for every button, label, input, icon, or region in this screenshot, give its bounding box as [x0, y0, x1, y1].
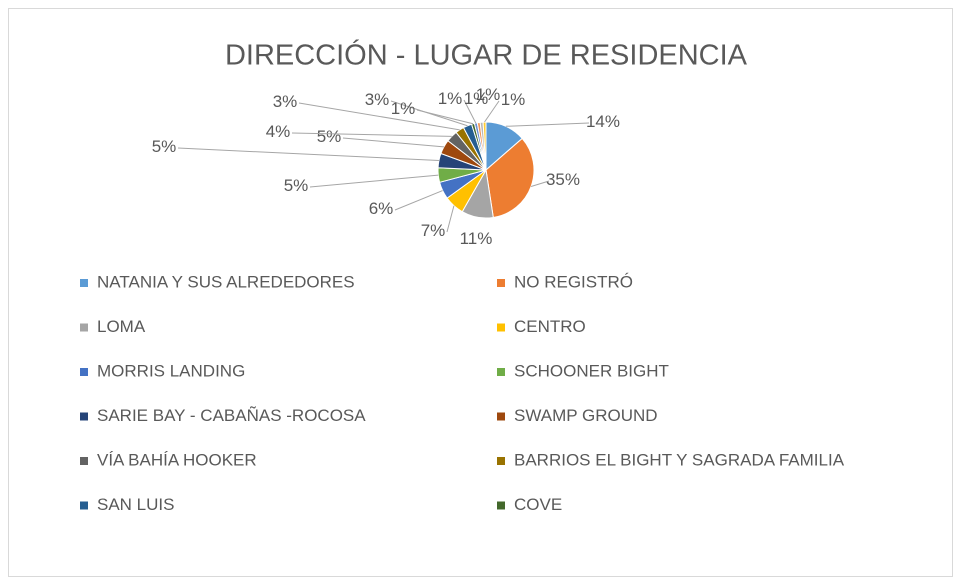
legend-swatch [80, 457, 88, 465]
legend-label: NO REGISTRÓ [514, 272, 633, 291]
percent-sign: % [473, 89, 488, 108]
chart-frame [8, 8, 953, 577]
percent-sign: % [161, 137, 176, 156]
data-label: 1% [476, 85, 501, 104]
data-label-value: 14 [586, 112, 605, 131]
data-label-value: 6 [369, 199, 378, 218]
leader-line [446, 205, 455, 233]
data-label: 1% [391, 99, 416, 118]
data-label: 3% [365, 90, 390, 109]
data-label-value: 3 [273, 92, 282, 111]
data-label: 1% [501, 90, 526, 109]
data-label: 7% [421, 221, 446, 240]
legend-label: VÍA BAHÍA HOOKER [97, 450, 257, 469]
percent-sign: % [430, 221, 445, 240]
data-label: 6% [369, 199, 394, 218]
legend-swatch [497, 501, 505, 510]
data-label-value: 4 [266, 122, 275, 141]
data-label-value: 11 [460, 229, 478, 248]
data-label: 35% [546, 170, 580, 189]
percent-sign: % [374, 90, 389, 109]
legend-label: SAN LUIS [97, 495, 174, 514]
leader-line [309, 174, 439, 188]
data-label-value: 1 [391, 99, 400, 118]
data-label-value: 1 [501, 90, 510, 109]
data-label: 5% [152, 137, 177, 156]
data-label-value: 35 [546, 170, 565, 189]
legend-swatch [497, 279, 505, 287]
leader-line [505, 122, 590, 127]
leader-line [342, 137, 444, 148]
legend-label: NATANIA Y SUS ALREDEDORES [97, 272, 355, 291]
legend-swatch [497, 457, 505, 465]
leader-line [177, 147, 439, 162]
legend-swatch [497, 323, 505, 332]
leader-line [291, 132, 452, 137]
data-label: 1% [438, 89, 463, 108]
data-label: 14% [586, 112, 620, 131]
legend-swatch [497, 412, 505, 421]
leader-line [416, 109, 474, 125]
legend-label: SARIE BAY - CABAÑAS -ROCOSA [97, 406, 366, 425]
data-label-value: 1 [464, 89, 473, 108]
data-label: 5% [317, 127, 342, 146]
legend-swatch [80, 501, 88, 510]
legend-label: LOMA [97, 317, 146, 336]
data-label-value: 5 [152, 137, 161, 156]
leader-line [394, 190, 443, 211]
legend-swatch [80, 368, 88, 376]
data-label: 11% [460, 229, 493, 248]
data-label-value: 5 [317, 127, 326, 146]
data-label-value: 5 [284, 176, 293, 195]
percent-sign: % [605, 112, 620, 131]
data-label: 3% [273, 92, 298, 111]
percent-sign: % [485, 85, 500, 104]
leader-line [463, 99, 477, 124]
percent-sign: % [510, 90, 525, 109]
legend-label: BARRIOS EL BIGHT Y SAGRADA FAMILIA [514, 450, 845, 469]
percent-sign: % [326, 127, 341, 146]
percent-sign: % [293, 176, 308, 195]
chart-title: DIRECCIÓN - LUGAR DE RESIDENCIA [225, 39, 748, 72]
leader-line [530, 180, 550, 187]
legend-label: CENTRO [514, 317, 586, 336]
percent-sign: % [477, 229, 492, 248]
data-label: 5% [284, 176, 309, 195]
legend-label: SWAMP GROUND [514, 406, 658, 425]
data-label-value: 1 [476, 85, 485, 104]
percent-sign: % [282, 92, 297, 111]
data-label-value: 1 [438, 89, 447, 108]
percent-sign: % [275, 122, 290, 141]
legend-swatch [80, 279, 88, 287]
data-label-value: 3 [365, 90, 374, 109]
legend-label: MORRIS LANDING [97, 361, 245, 380]
legend-swatch [80, 412, 88, 421]
percent-sign: % [447, 89, 462, 108]
data-label-value: 7 [421, 221, 430, 240]
percent-sign: % [378, 199, 393, 218]
leader-line [298, 102, 460, 131]
leader-line [484, 100, 500, 123]
legend-label: SCHOONER BIGHT [514, 361, 669, 380]
data-label: 4% [266, 122, 291, 141]
percent-sign: % [400, 99, 415, 118]
data-label: 1% [464, 89, 489, 108]
legend-swatch [497, 368, 505, 376]
legend-label: COVE [514, 495, 562, 514]
percent-sign: % [565, 170, 580, 189]
legend-swatch [80, 323, 88, 332]
